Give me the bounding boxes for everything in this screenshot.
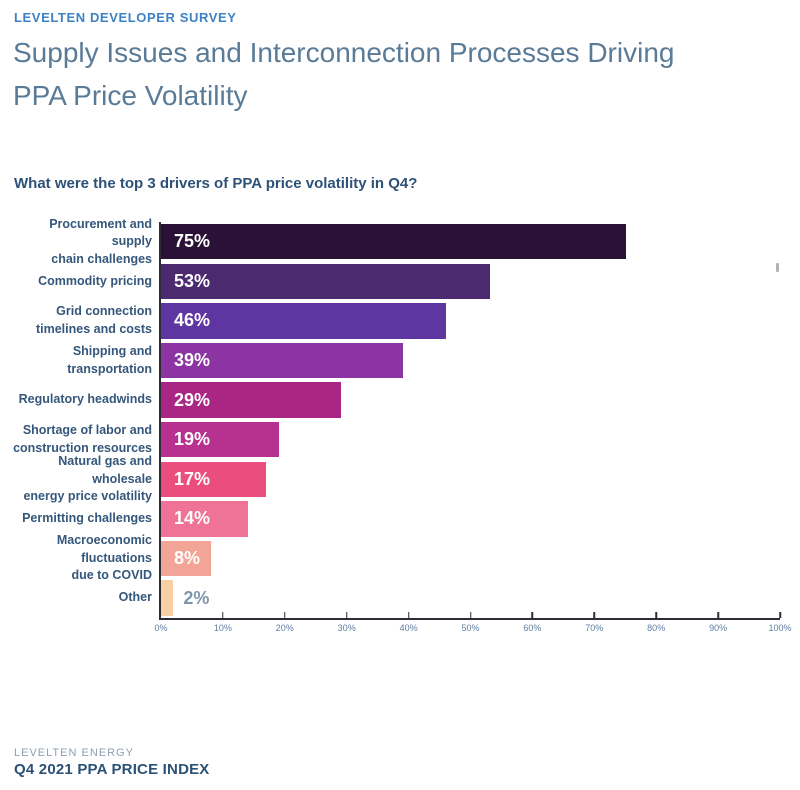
chart-row: Shipping and transportation 39% <box>13 341 781 381</box>
x-axis-line <box>161 618 780 620</box>
bar: 14% <box>161 501 248 537</box>
chart-row: Grid connection timelines and costs 46% <box>13 301 781 341</box>
chart-row: Shortage of labor and construction resou… <box>13 420 781 460</box>
chart-row: Procurement and supply chain challenges 7… <box>13 217 781 266</box>
bar <box>161 580 174 616</box>
x-axis-tick-label: 90% <box>709 623 728 633</box>
chart-row: Natural gas and wholesale energy price v… <box>13 454 781 503</box>
footer-report: Q4 2021 PPA PRICE INDEX <box>14 761 210 778</box>
stray-artifact-mark <box>776 263 779 272</box>
bar-track: 53% <box>161 263 781 300</box>
x-axis-tick-label: 20% <box>275 623 294 633</box>
bar-track: 17% <box>161 461 781 498</box>
x-axis-tick <box>593 612 596 618</box>
page-title-line-1: Supply Issues and Interconnection Proces… <box>13 37 675 68</box>
bar-track: 75% <box>161 224 781 260</box>
category-label: Grid connection timelines and costs <box>35 304 152 336</box>
x-axis-tick <box>407 612 410 618</box>
bar: 8% <box>161 540 211 577</box>
x-axis-tick-label: 80% <box>647 623 666 633</box>
category-label: Procurement and supply chain challenges <box>49 216 152 266</box>
value-label: 75% <box>174 231 211 252</box>
bar: 19% <box>161 422 279 458</box>
chart-row: Macroeconomic fluctuations due to COVID 8… <box>13 533 781 582</box>
value-label: 8% <box>174 548 201 569</box>
x-axis-tick <box>284 612 286 618</box>
value-label: 53% <box>174 270 211 291</box>
x-axis-tick <box>717 612 719 618</box>
bar-track: 29% <box>161 382 781 418</box>
bar-track: 14% <box>161 501 781 537</box>
bar-track: 19% <box>161 422 781 458</box>
value-label: 19% <box>174 429 211 450</box>
category-label: Shortage of labor and construction resou… <box>13 423 152 455</box>
bar: 29% <box>161 382 341 418</box>
x-axis: 0% 10% 20% 30% 40% 50% 60% 70% 80% 90% 100% <box>154 612 792 642</box>
x-axis-tick <box>469 612 472 618</box>
x-axis-tick <box>345 612 348 618</box>
bar-track: 46% <box>161 303 781 339</box>
x-axis-tick-label: 40% <box>399 623 418 633</box>
value-label: 14% <box>174 508 211 529</box>
category-label: Shipping and transportation <box>67 344 152 376</box>
bar-track: 39% <box>161 342 781 379</box>
x-axis-tick-label: 70% <box>585 623 604 633</box>
value-label: 29% <box>174 389 211 410</box>
chart-row: Permitting challenges 14% <box>13 499 781 539</box>
category-label: Other <box>118 590 152 605</box>
bar-chart: Procurement and supply chain challenges 7… <box>13 217 781 618</box>
x-axis-tick-label: 0% <box>154 623 168 633</box>
category-label: Macroeconomic fluctuations due to COVID <box>56 533 152 583</box>
bar: 75% <box>161 224 626 260</box>
bar-track: 8% <box>161 540 781 577</box>
x-axis-tick-label: 50% <box>461 623 480 633</box>
category-label: Permitting challenges <box>22 511 152 526</box>
bar-track: 2% <box>161 580 781 616</box>
chart-row: Other 2% <box>13 578 781 618</box>
x-axis-tick-label: 10% <box>213 623 232 633</box>
chart-row: Regulatory headwinds 29% <box>13 380 781 420</box>
x-axis-tick <box>222 612 224 618</box>
bar: 46% <box>161 303 447 339</box>
x-axis-tick-label: 100% <box>768 623 792 633</box>
bar: 39% <box>161 342 403 379</box>
category-label: Regulatory headwinds <box>18 392 152 407</box>
category-label: Commodity pricing <box>38 273 152 288</box>
chart-row: Commodity pricing 53% <box>13 262 781 302</box>
x-axis-tick-label: 60% <box>523 623 542 633</box>
value-label: 39% <box>174 350 211 371</box>
x-axis-tick-label: 30% <box>337 623 356 633</box>
bar: 17% <box>161 461 267 498</box>
bar: 53% <box>161 263 490 300</box>
category-label: Natural gas and wholesale energy price v… <box>23 454 152 504</box>
value-label: 17% <box>174 468 211 489</box>
eyebrow-label: LEVELTEN DEVELOPER SURVEY <box>14 10 237 25</box>
x-axis-tick <box>655 612 657 618</box>
footer-brand: LEVELTEN ENERGY <box>14 747 134 759</box>
page-title-line-2: PPA Price Volatility <box>13 80 248 111</box>
x-axis-tick <box>531 612 534 618</box>
x-axis-tick <box>779 612 781 618</box>
value-label: 2% <box>183 587 210 608</box>
value-label: 46% <box>174 310 211 331</box>
chart-question: What were the top 3 drivers of PPA price… <box>14 175 418 192</box>
page-title: Supply Issues and Interconnection Proces… <box>13 31 674 117</box>
y-axis-line <box>159 222 161 620</box>
